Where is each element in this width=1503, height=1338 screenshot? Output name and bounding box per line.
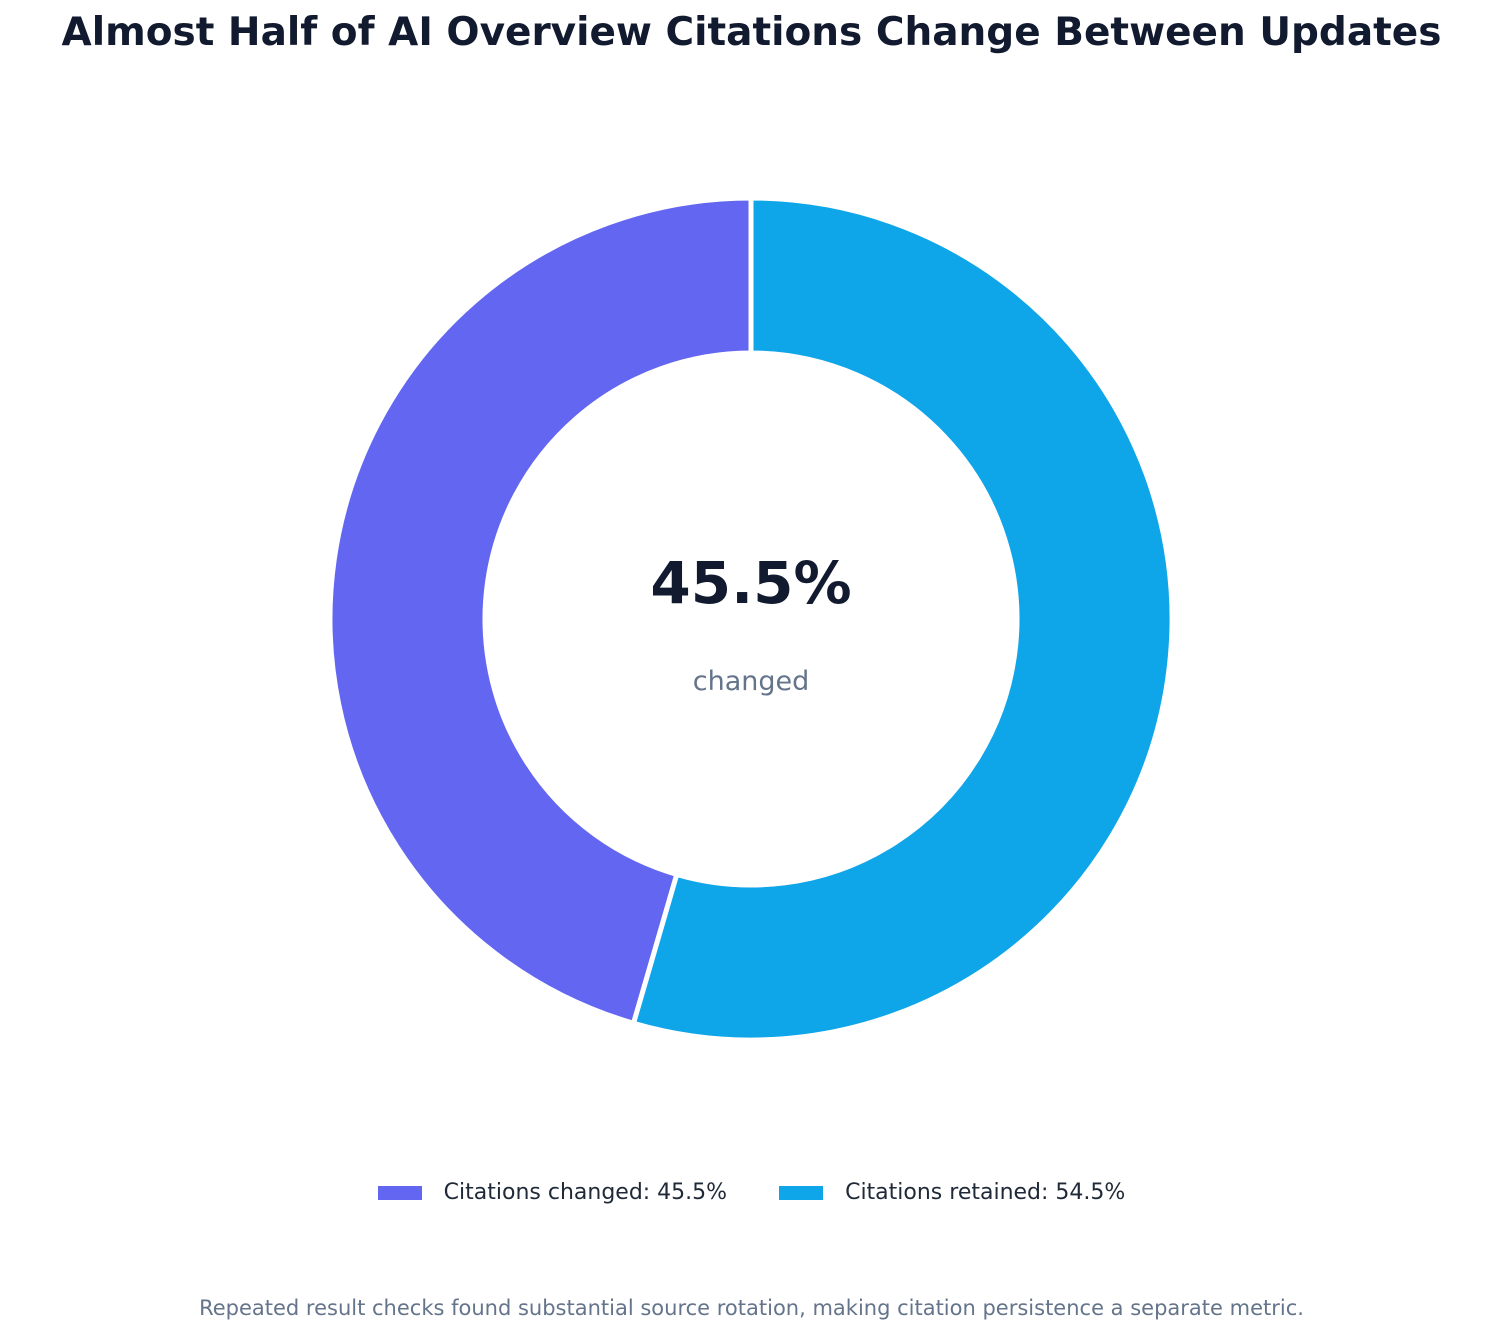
legend-swatch-retained [779,1185,824,1200]
legend: Citations changed: 45.5% Citations retai… [0,1180,1503,1205]
legend-item-retained: Citations retained: 54.5% [779,1180,1125,1205]
center-value: 45.5% [650,549,851,617]
chart-title: Almost Half of AI Overview Citations Cha… [61,10,1442,55]
donut-slices [327,195,1175,1043]
center-label: changed [693,666,810,697]
legend-label-retained: Citations retained: 54.5% [845,1180,1126,1205]
legend-swatch-changed [377,1185,422,1200]
legend-item-changed: Citations changed: 45.5% [377,1180,728,1205]
donut-slice-citations-retained [630,195,1175,1043]
legend-label-changed: Citations changed: 45.5% [443,1180,728,1205]
footnote: Repeated result checks found substantial… [199,1296,1304,1320]
donut-slice-citations-changed [327,195,754,1027]
